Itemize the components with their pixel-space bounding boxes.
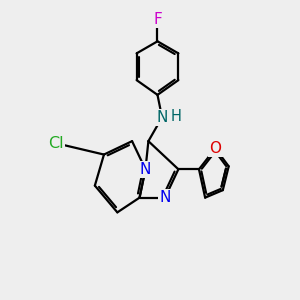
Text: N: N (159, 190, 171, 205)
Text: F: F (153, 12, 162, 27)
Text: O: O (209, 141, 221, 156)
Text: Cl: Cl (49, 136, 64, 151)
Text: N: N (156, 110, 168, 125)
Text: H: H (171, 109, 182, 124)
Text: N: N (140, 162, 151, 177)
